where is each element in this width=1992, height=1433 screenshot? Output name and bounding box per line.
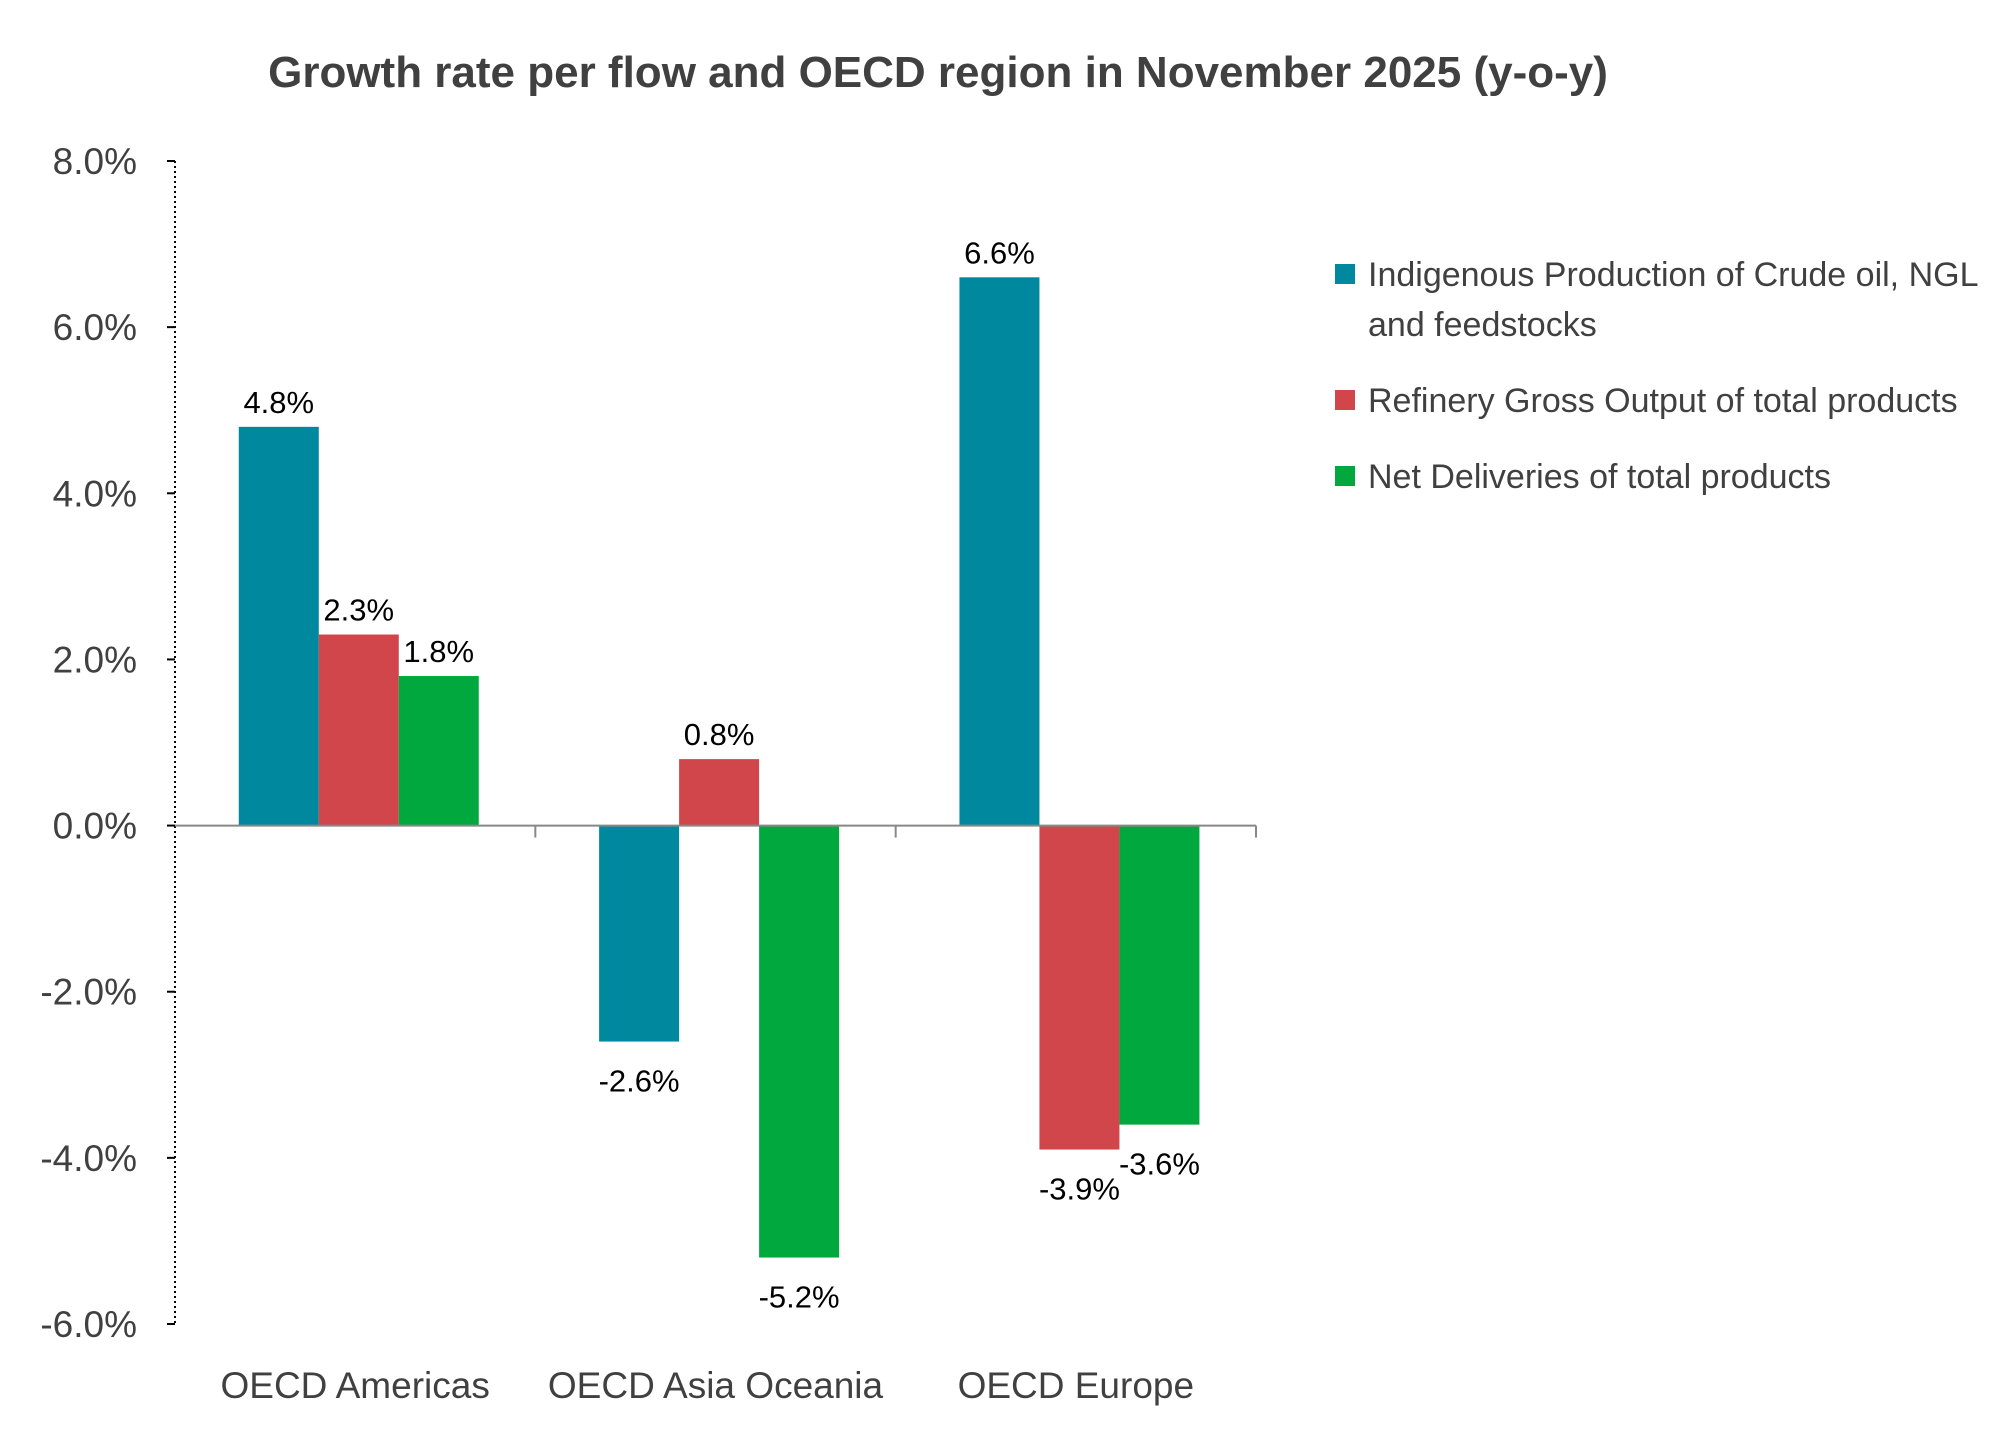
legend-label: Refinery Gross Output of total products <box>1368 382 1958 420</box>
bar <box>398 676 479 826</box>
legend-swatch <box>1335 264 1355 284</box>
legend-swatch <box>1335 466 1355 486</box>
x-category-label: OECD Americas <box>220 1365 489 1406</box>
data-label: 2.3% <box>323 593 394 628</box>
x-category-label: OECD Europe <box>958 1365 1195 1406</box>
bar <box>1039 825 1120 1150</box>
bar <box>679 759 760 826</box>
bar <box>238 426 319 826</box>
y-tick-label: 4.0% <box>53 473 137 514</box>
data-label: 0.8% <box>684 717 755 752</box>
legend-label: Net Deliveries of total products <box>1368 458 1831 496</box>
data-label: -3.6% <box>1119 1147 1200 1182</box>
data-label: 4.8% <box>243 385 314 420</box>
data-label: 1.8% <box>403 634 474 669</box>
legend-label: Indigenous Production of Crude oil, NGL … <box>1368 256 1978 344</box>
legend-item: Net Deliveries of total products <box>1335 452 1985 502</box>
data-label: -2.6% <box>599 1064 680 1099</box>
bar <box>599 825 680 1042</box>
y-tick-label: 6.0% <box>53 307 137 348</box>
bar <box>1119 825 1200 1125</box>
y-tick-label: -4.0% <box>40 1138 137 1179</box>
bar <box>959 277 1040 826</box>
legend-item: Indigenous Production of Crude oil, NGL … <box>1335 250 1985 350</box>
y-tick-label: 0.0% <box>53 806 137 847</box>
legend-item: Refinery Gross Output of total products <box>1335 376 1985 426</box>
data-label: -3.9% <box>1039 1172 1120 1207</box>
y-tick-label: -2.0% <box>40 972 137 1013</box>
legend-swatch <box>1335 390 1355 410</box>
data-label: -5.2% <box>759 1280 840 1315</box>
x-category-label: OECD Asia Oceania <box>548 1365 884 1406</box>
chart-title: Growth rate per flow and OECD region in … <box>268 48 1608 97</box>
bar <box>759 825 840 1258</box>
y-tick-label: -6.0% <box>40 1304 137 1345</box>
y-tick-label: 8.0% <box>53 141 137 182</box>
y-tick-label: 2.0% <box>53 639 137 680</box>
data-label: 6.6% <box>964 235 1035 270</box>
bar <box>318 634 399 826</box>
legend: Indigenous Production of Crude oil, NGL … <box>1335 250 1985 528</box>
